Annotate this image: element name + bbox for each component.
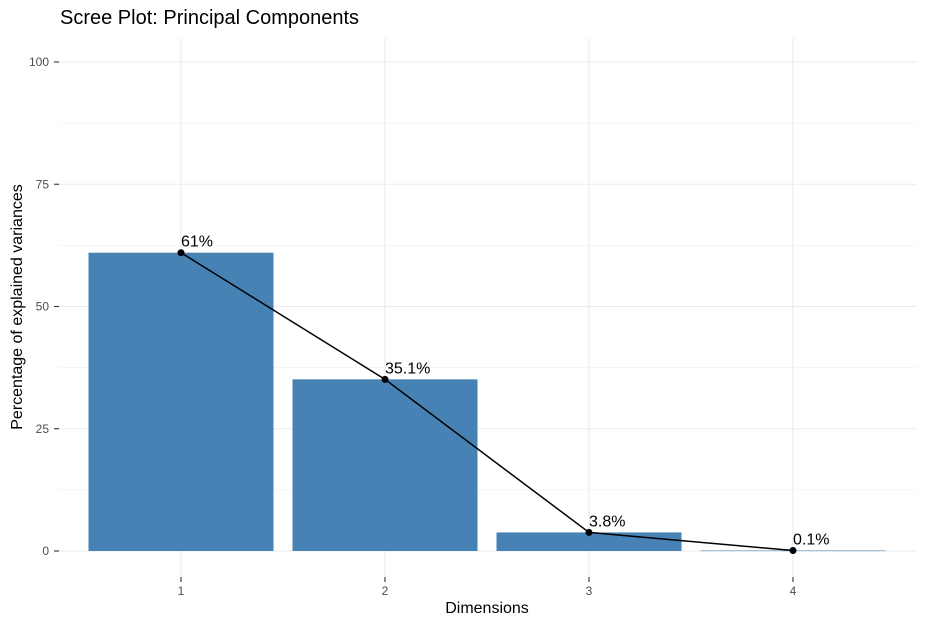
y-tick-label: 100 xyxy=(29,55,49,69)
data-labels: 61% 35.1% 3.8% 0.1% xyxy=(181,234,829,549)
x-tick-label: 4 xyxy=(790,584,797,598)
y-tick-label: 0 xyxy=(42,544,49,558)
data-label-3: 3.8% xyxy=(589,513,625,530)
x-tick-label: 1 xyxy=(178,584,185,598)
y-tick-label: 75 xyxy=(36,177,50,191)
y-axis-title: Percentage of explained variances xyxy=(9,184,26,430)
bars xyxy=(88,252,886,552)
y-tick-label: 25 xyxy=(36,422,50,436)
point-4 xyxy=(789,547,797,555)
point-1 xyxy=(177,249,185,257)
y-tick-label: 50 xyxy=(36,300,50,314)
point-2 xyxy=(381,375,389,383)
trend-line xyxy=(180,252,794,552)
data-label-1: 61% xyxy=(181,234,213,251)
x-axis: 1 2 3 4 xyxy=(178,577,797,598)
data-label-4: 0.1% xyxy=(793,532,829,549)
bar-1 xyxy=(88,252,274,551)
trend-points xyxy=(177,249,797,555)
chart-title: Scree Plot: Principal Components xyxy=(60,7,359,29)
x-tick-label: 2 xyxy=(382,584,389,598)
point-3 xyxy=(585,528,593,536)
y-axis: 0 25 50 75 100 xyxy=(29,55,59,558)
x-axis-title: Dimensions xyxy=(445,600,529,617)
series-line xyxy=(180,252,794,552)
x-tick-label: 3 xyxy=(586,584,593,598)
bar-2 xyxy=(292,379,478,551)
data-label-2: 35.1% xyxy=(385,360,430,377)
